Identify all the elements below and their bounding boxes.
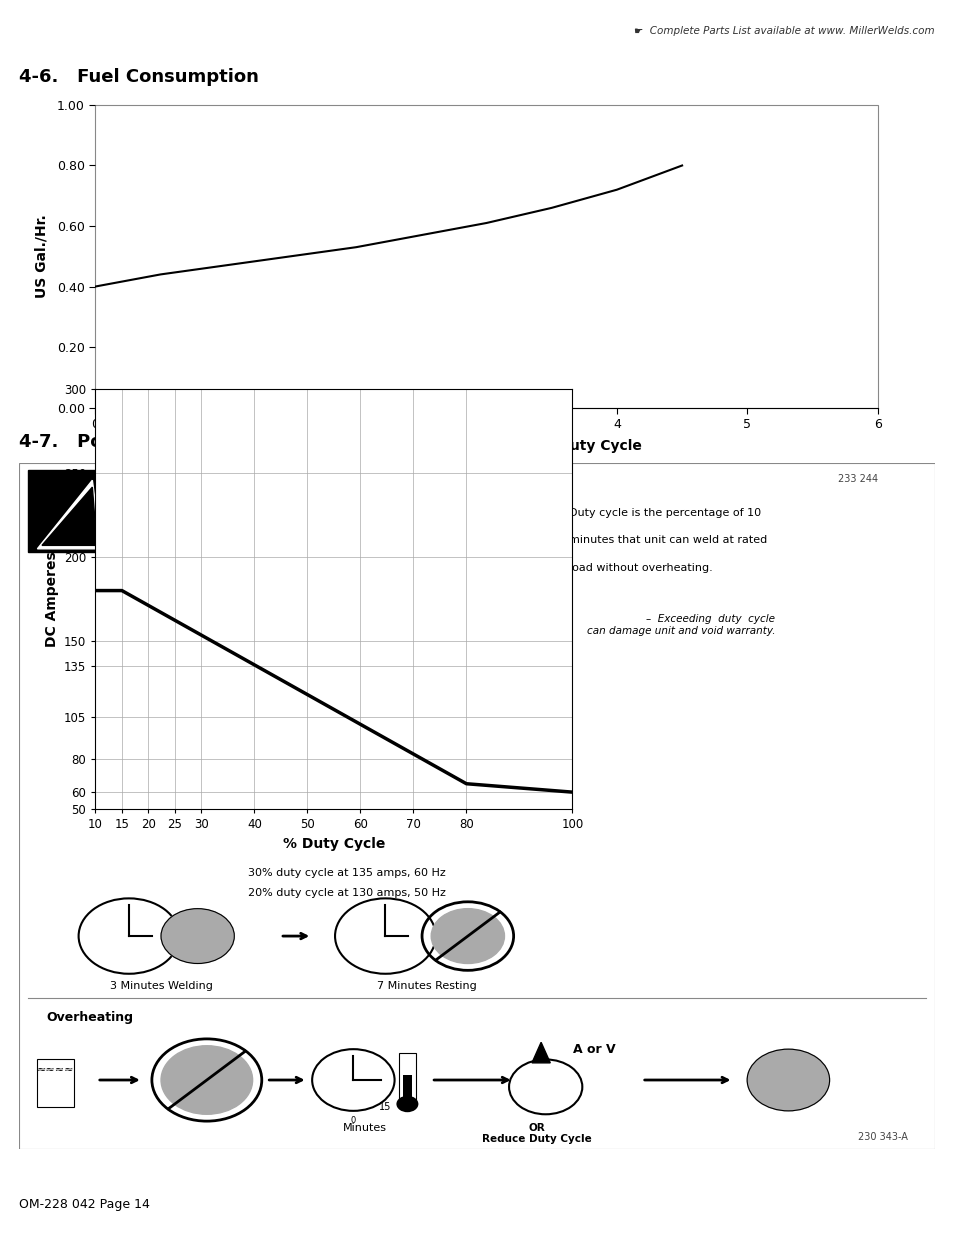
- Text: load without overheating.: load without overheating.: [568, 562, 712, 573]
- Text: 4-6.   Fuel Consumption: 4-6. Fuel Consumption: [19, 68, 258, 86]
- Circle shape: [396, 1095, 418, 1113]
- Text: 233 244: 233 244: [837, 474, 877, 484]
- Text: 20% duty cycle at 130 amps, 50 Hz: 20% duty cycle at 130 amps, 50 Hz: [248, 888, 445, 898]
- Polygon shape: [42, 487, 97, 546]
- Text: OM-228 042 Page 14: OM-228 042 Page 14: [19, 1198, 150, 1210]
- Text: 0: 0: [351, 1115, 355, 1125]
- Circle shape: [746, 1050, 829, 1110]
- Circle shape: [431, 909, 504, 963]
- Bar: [29, 471, 101, 552]
- Text: 7 Minutes Resting: 7 Minutes Resting: [376, 981, 476, 990]
- Text: 3 Minutes Welding: 3 Minutes Welding: [110, 981, 213, 990]
- Bar: [37, 1060, 74, 1108]
- Bar: [398, 1052, 416, 1104]
- Text: !: !: [65, 513, 73, 531]
- Text: 4-7.   Power Source Duty Cycle: 4-7. Power Source Duty Cycle: [19, 432, 331, 451]
- Text: ☛  Complete Parts List available at www. MillerWelds.com: ☛ Complete Parts List available at www. …: [634, 26, 934, 36]
- Circle shape: [161, 909, 234, 963]
- Text: Overheating: Overheating: [47, 1011, 133, 1025]
- Polygon shape: [37, 480, 101, 548]
- Text: 230 343-A: 230 343-A: [857, 1131, 906, 1141]
- Text: ≈≈≈≈: ≈≈≈≈: [37, 1065, 74, 1074]
- Text: A or V: A or V: [573, 1042, 615, 1056]
- Bar: [95, 105, 877, 408]
- Text: –  Exceeding  duty  cycle
can damage unit and void warranty.: – Exceeding duty cycle can damage unit a…: [586, 614, 775, 636]
- Y-axis label: US Gal./Hr.: US Gal./Hr.: [34, 215, 49, 298]
- Circle shape: [161, 1046, 253, 1114]
- Polygon shape: [532, 1042, 550, 1063]
- Text: 15: 15: [378, 1102, 391, 1112]
- X-axis label: Auxiliary Power Kw At 100% Duty Cycle: Auxiliary Power Kw At 100% Duty Cycle: [332, 440, 640, 453]
- Bar: [402, 1074, 412, 1102]
- Bar: [111, 471, 189, 552]
- Text: minutes that unit can weld at rated: minutes that unit can weld at rated: [568, 535, 766, 545]
- Text: OR
Reduce Duty Cycle: OR Reduce Duty Cycle: [481, 1123, 591, 1144]
- Text: 30% duty cycle at 135 amps, 60 Hz: 30% duty cycle at 135 amps, 60 Hz: [248, 868, 445, 878]
- Y-axis label: DC Amperes: DC Amperes: [45, 551, 58, 647]
- Text: ≈≈≈
|⬛|: ≈≈≈ |⬛|: [140, 504, 158, 519]
- Text: Minutes: Minutes: [343, 1123, 387, 1132]
- Text: Duty cycle is the percentage of 10: Duty cycle is the percentage of 10: [568, 508, 760, 517]
- X-axis label: % Duty Cycle: % Duty Cycle: [282, 836, 385, 851]
